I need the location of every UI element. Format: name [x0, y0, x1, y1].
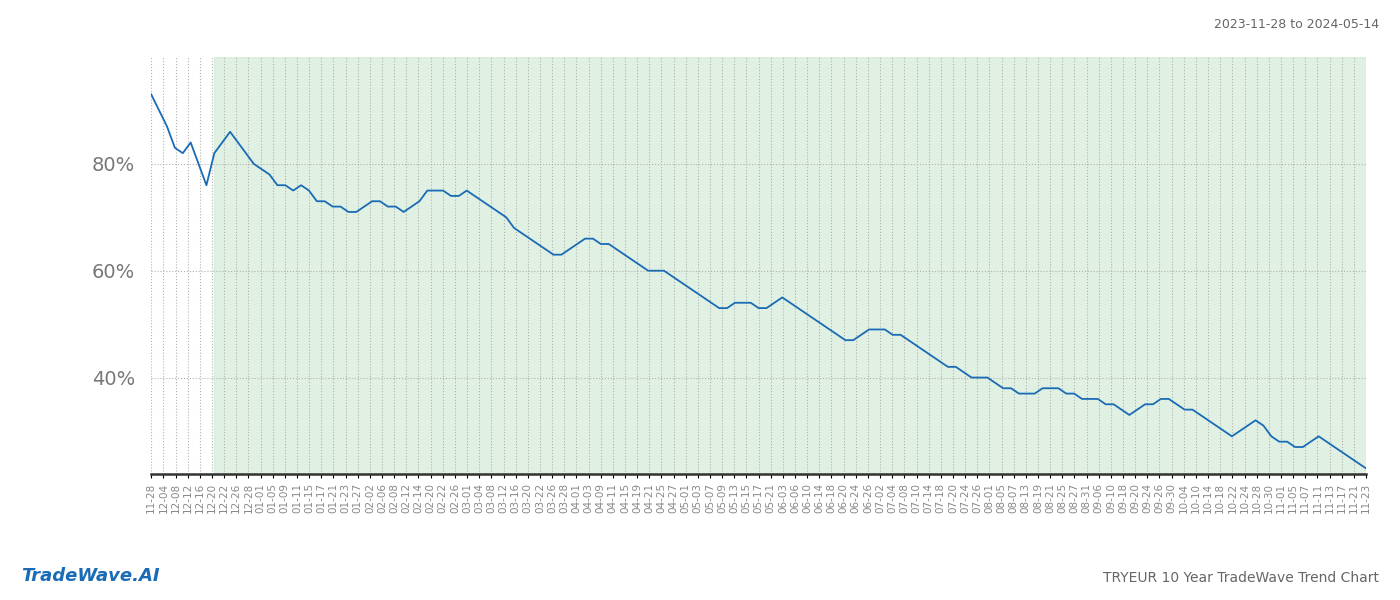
Text: 2023-11-28 to 2024-05-14: 2023-11-28 to 2024-05-14 [1214, 18, 1379, 31]
Text: TRYEUR 10 Year TradeWave Trend Chart: TRYEUR 10 Year TradeWave Trend Chart [1103, 571, 1379, 585]
Bar [214, 57, 1373, 474]
Text: TradeWave.AI: TradeWave.AI [21, 567, 160, 585]
